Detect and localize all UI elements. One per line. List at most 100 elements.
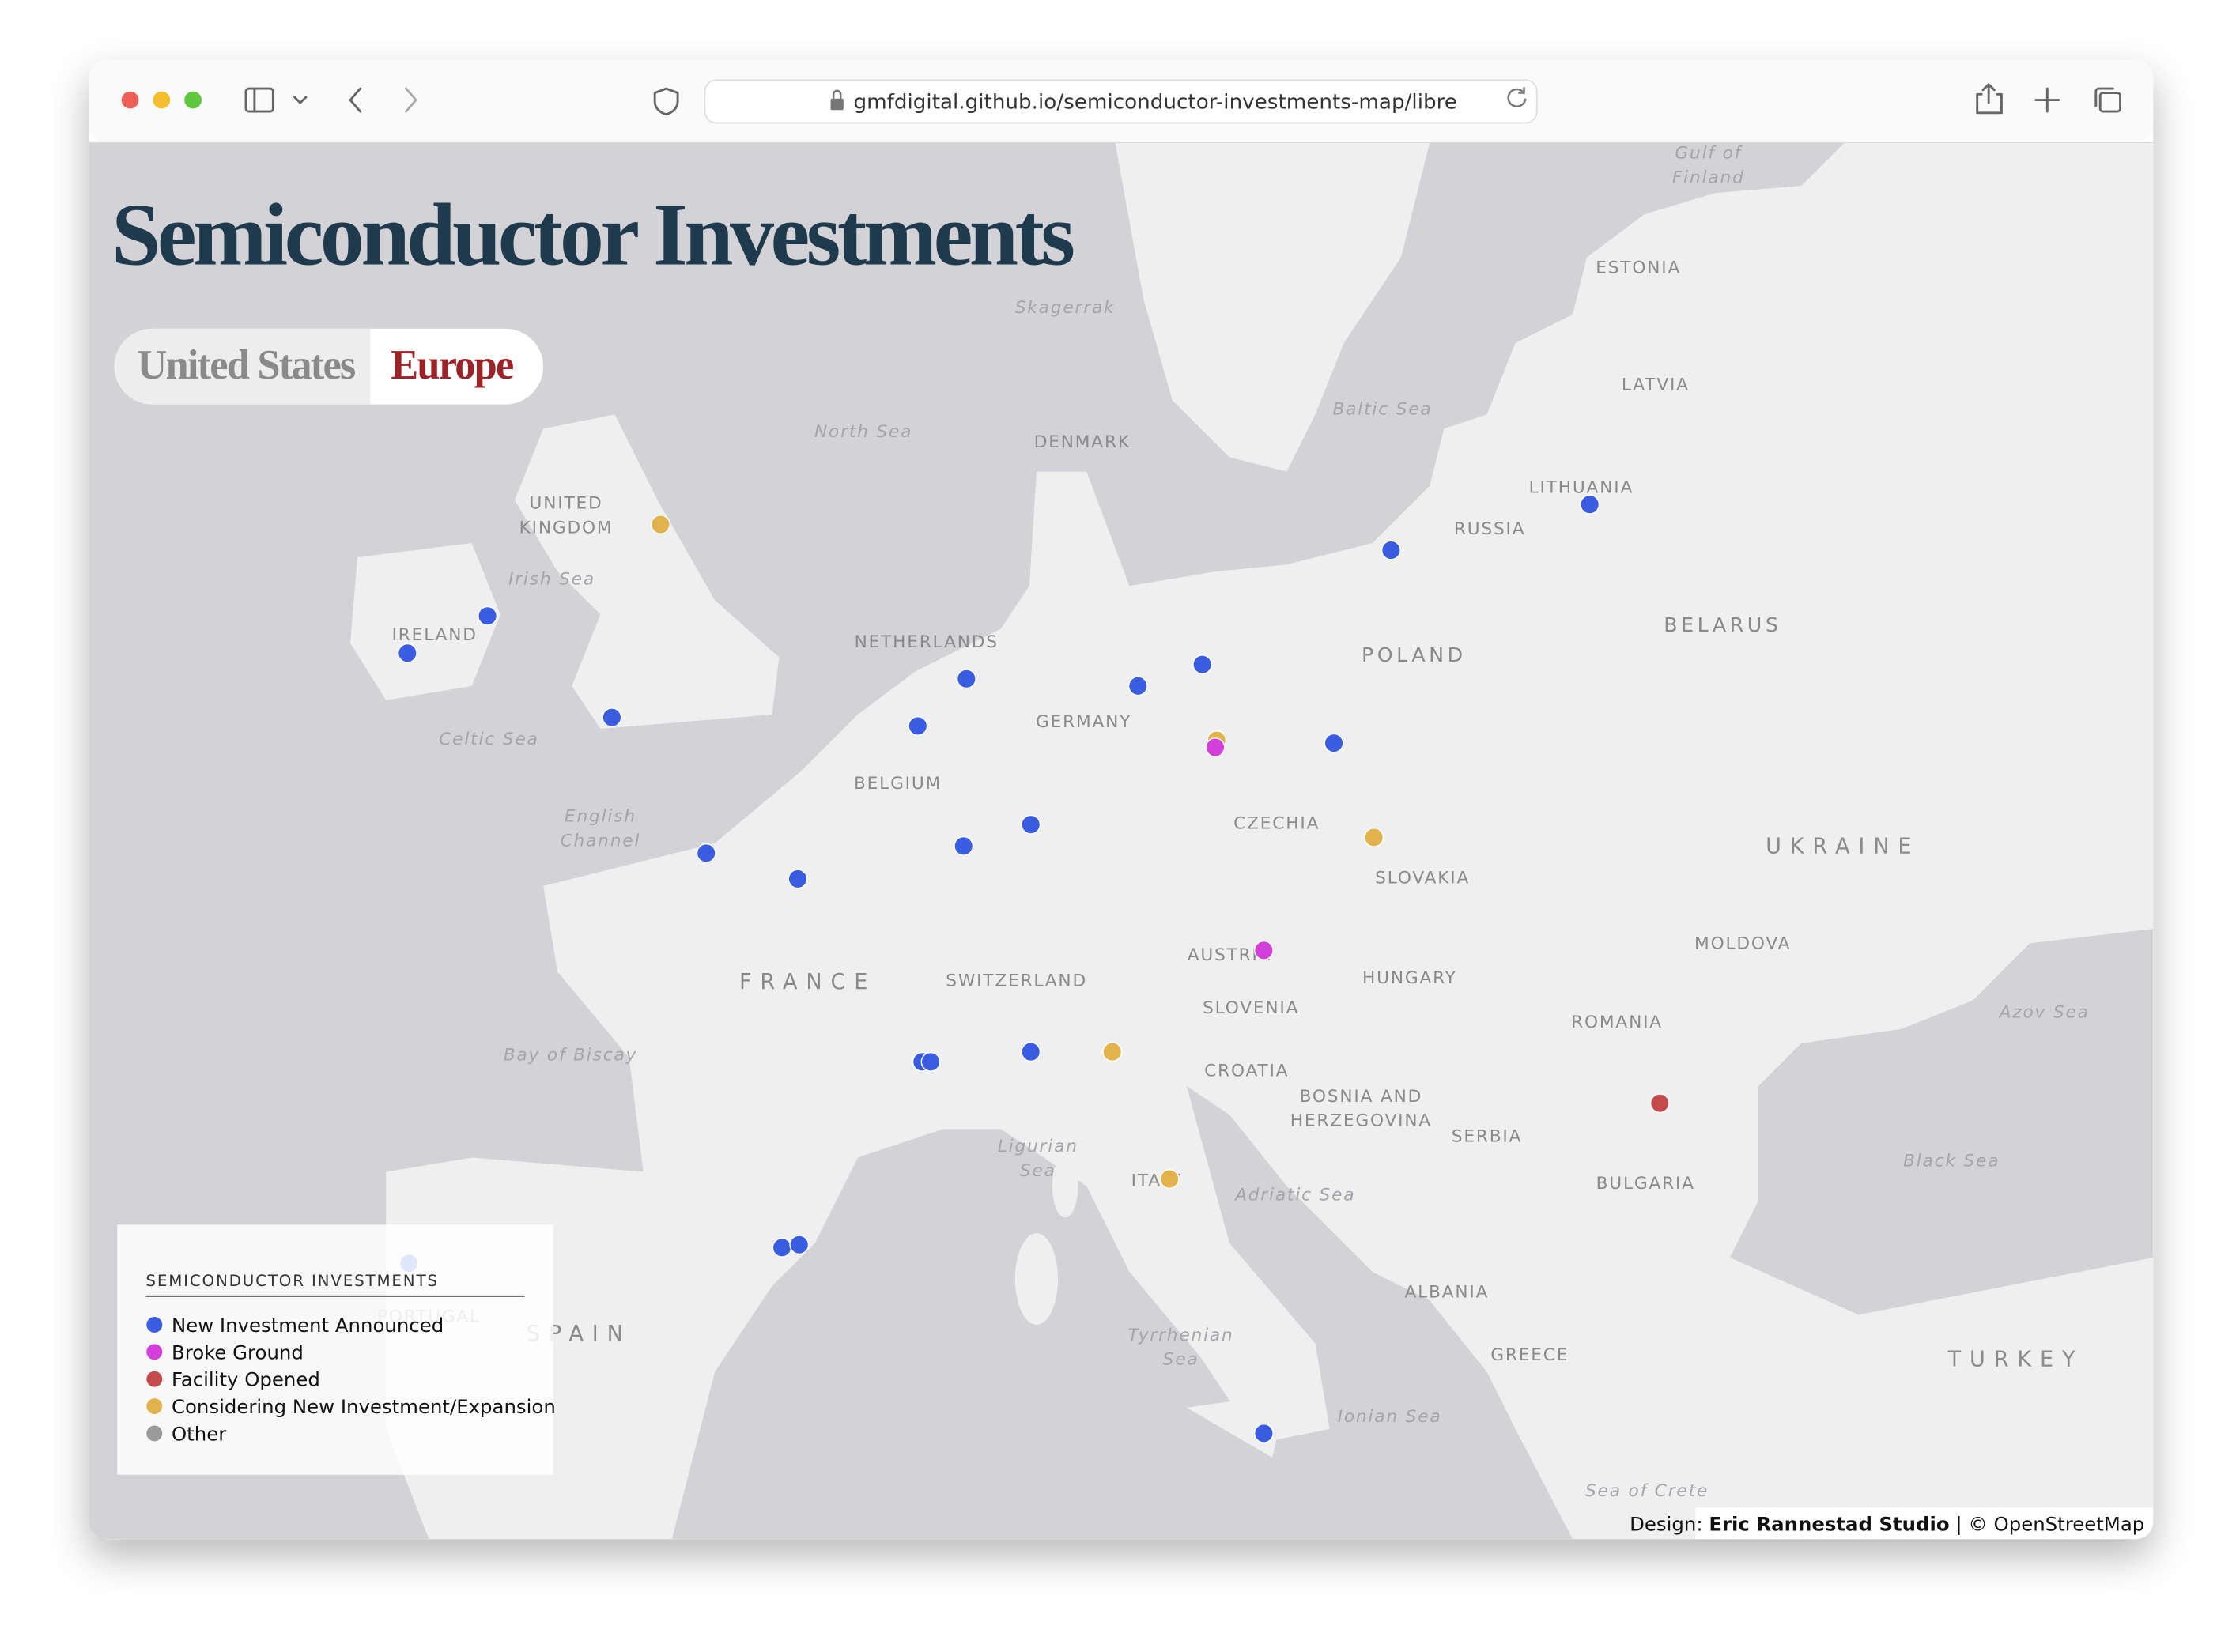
investment-marker[interactable] [789,1235,810,1255]
address-bar[interactable] [704,79,1538,124]
investment-marker[interactable] [908,715,928,736]
forward-button[interactable] [405,87,417,113]
map-label-line: Finland [1672,168,1745,187]
close-button[interactable] [121,91,139,109]
map-label-line: BOSNIA AND [1300,1087,1423,1107]
attribution-prefix: Design: [1630,1512,1702,1535]
map-label: ESTONIA [1596,258,1681,277]
url: gmfdigital.github.io/semiconductor-inves… [853,90,1456,114]
map-label-line: IRELAND [392,625,478,645]
attribution-rest[interactable]: | © OpenStreetMap [1955,1512,2144,1535]
map-label-line: ALBANIA [1405,1283,1490,1303]
sidebar-button[interactable] [244,87,274,113]
investment-marker[interactable] [1253,1423,1274,1443]
zoom-button[interactable] [184,91,202,109]
map-label-line: GERMANY [1036,712,1131,732]
map-label-line: Adriatic Sea [1233,1186,1355,1205]
map-label-line: MOLDOVA [1694,933,1791,953]
investment-marker[interactable] [1381,540,1401,560]
investment-marker[interactable] [478,605,498,626]
investment-marker[interactable] [602,707,622,728]
investment-marker[interactable] [696,843,716,863]
tab-active[interactable]: Europe [391,342,515,388]
map-label-line: POLAND [1362,643,1467,666]
map-label-line: SLOVAKIA [1375,868,1470,888]
map-label-line: English [565,807,636,827]
map-label: Tyrrhenian Sea [1128,1326,1234,1370]
investment-marker[interactable] [1021,1042,1041,1062]
legend-label: Considering New Investment/Expansion [172,1395,556,1418]
legend-box [117,1224,553,1475]
investment-marker[interactable] [1159,1169,1180,1190]
investment-marker[interactable] [1127,676,1148,696]
map-label-line: HERZEGOVINA [1290,1111,1432,1131]
tabs-button[interactable] [2094,87,2121,113]
map-label-line: TURKEY [1947,1347,2084,1371]
map-label-line: Sea [1163,1350,1199,1370]
new-tab-button[interactable] [2034,87,2060,113]
map-label: BELGIUM [854,774,942,794]
back-button[interactable] [349,87,362,113]
investment-marker[interactable] [1364,827,1384,847]
continent [386,142,2154,1540]
investment-marker[interactable] [956,669,976,689]
map-label-line: BELGIUM [854,774,942,794]
legend-label: Other [172,1422,227,1445]
share-button[interactable] [1976,83,2003,115]
sidebar-menu[interactable] [293,96,308,104]
map-label-line: RUSSIA [1454,519,1526,539]
map: UNITED KINGDOM IRELAND NETHERLANDS DENMARK GE… [89,142,2154,1540]
investment-marker[interactable] [772,1237,792,1258]
investment-marker[interactable] [1205,737,1226,758]
sardinia [1014,1233,1059,1325]
investment-marker[interactable] [1649,1093,1670,1114]
map-label: Ionian Sea [1338,1407,1442,1427]
map-label: RUSSIA [1454,519,1526,539]
page-title: Semiconductor Investments [111,186,1073,284]
map-label: English Channel [561,807,641,851]
investment-marker[interactable] [650,515,670,534]
investment-marker[interactable] [1102,1042,1123,1062]
map-label-line: Baltic Sea [1332,399,1432,419]
legend-label: Facility Opened [172,1368,320,1391]
investment-marker[interactable] [788,869,808,889]
map-label: NETHERLANDS [855,632,999,652]
map-label: GERMANY [1036,712,1131,732]
reload-button[interactable] [1507,87,1527,107]
tab[interactable]: United States [137,342,357,388]
map-label-line: Irish Sea [508,569,595,589]
investment-marker[interactable] [1580,494,1600,515]
map-label-line: CZECHIA [1233,814,1320,834]
legend-title: SEMICONDUCTOR INVESTMENTS [145,1272,438,1290]
attribution-name[interactable]: Eric Rannestad Studio [1709,1512,1949,1535]
investment-marker[interactable] [397,643,417,663]
map-label-line: BELARUS [1664,613,1781,636]
map-label-line: Sea of Crete [1585,1481,1709,1501]
map-label: BULGARIA [1596,1174,1695,1194]
investment-marker[interactable] [954,835,974,856]
map-label: IRELAND [392,625,478,645]
map-label-line: UNITED [530,494,603,514]
map-label: LATVIA [1622,375,1690,395]
legend-swatch [146,1425,163,1442]
map-label: Gulf of Finland [1672,144,1745,188]
investment-marker[interactable] [1021,814,1041,835]
map-label-line: Gulf of [1675,144,1743,164]
map-label-line: KINGDOM [519,518,614,537]
minimize-button[interactable] [153,91,171,109]
map-label: TURKEY [1947,1347,2084,1371]
map-label: UNITED KINGDOM [519,494,614,538]
map-label-line: Ionian Sea [1338,1407,1442,1427]
map-label-line: CROATIA [1204,1061,1289,1081]
investment-marker[interactable] [1192,654,1213,675]
investment-marker[interactable] [1324,733,1344,753]
map-label: ALBANIA [1405,1283,1490,1303]
map-label-line: Tyrrhenian [1128,1326,1234,1345]
legend-label: New Investment Announced [172,1314,444,1337]
investment-marker[interactable] [920,1051,941,1072]
privacy-icon[interactable] [653,87,679,116]
map-label: SWITZERLAND [946,971,1087,990]
map-label: Bay of Biscay [504,1046,637,1066]
investment-marker[interactable] [1253,940,1274,960]
